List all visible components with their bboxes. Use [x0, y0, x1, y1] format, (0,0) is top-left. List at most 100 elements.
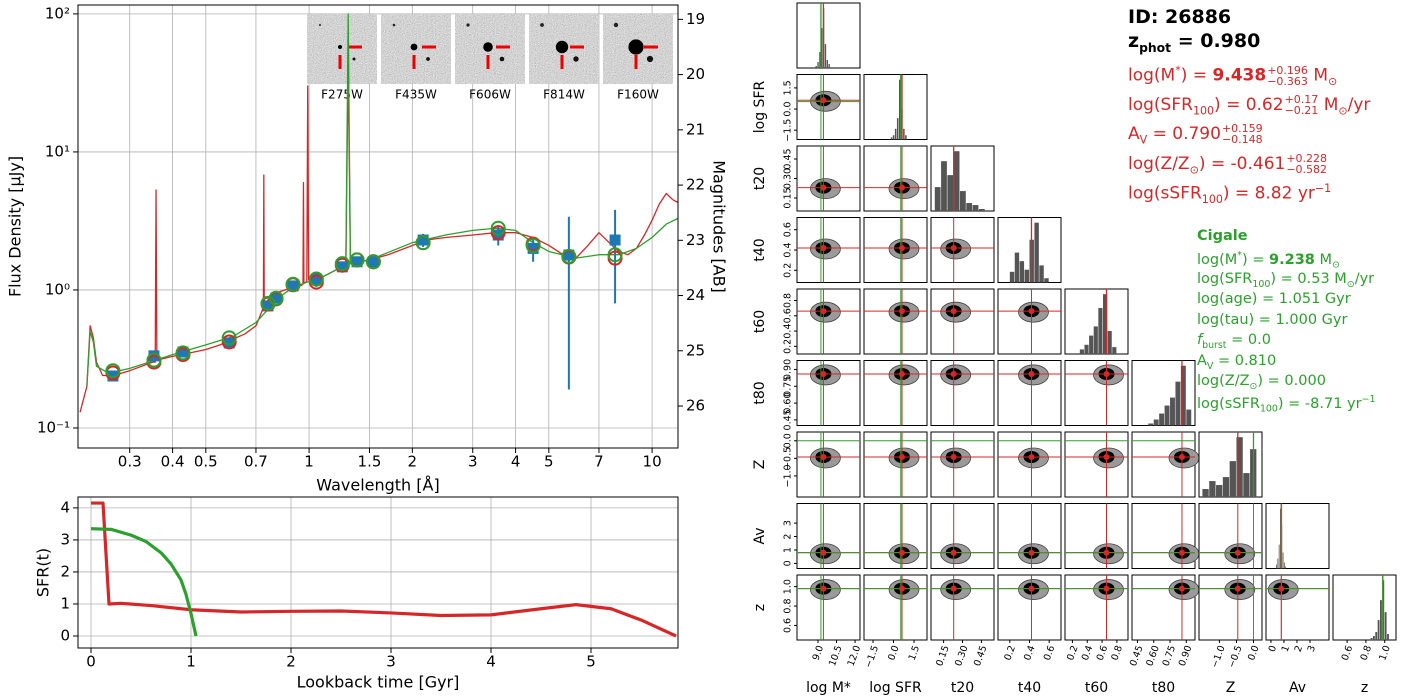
- x-tick-label: 2: [1293, 644, 1305, 653]
- text-run: = 0.810: [1213, 352, 1277, 369]
- model-point: [285, 276, 301, 292]
- model-point: [146, 352, 162, 368]
- text-run: /yr: [1347, 94, 1371, 115]
- x-tick-label: 10.5: [827, 644, 845, 668]
- subscript: burst: [1202, 339, 1227, 351]
- corner-panel: [997, 503, 1062, 569]
- text-run: ) = 0.000: [1257, 373, 1326, 389]
- text-run: log(sSFR: [1197, 395, 1260, 412]
- best-fit-point: [898, 585, 905, 592]
- x-tick-label: 12.0: [846, 644, 864, 668]
- best-fit-point: [820, 585, 827, 592]
- corner-panel: [863, 145, 928, 212]
- corner-panel: [796, 431, 861, 498]
- best-fit-point: [950, 549, 957, 556]
- corner-panel: [1131, 360, 1196, 426]
- histogram-bar: [1112, 347, 1117, 354]
- text-run: log(sSFR: [1128, 183, 1202, 204]
- corner-panel: [930, 360, 995, 426]
- y-tick-label: 0.15: [783, 187, 794, 208]
- text-run: = 0.0: [1226, 332, 1271, 348]
- x-axis-label: Wavelength [Å]: [316, 476, 439, 495]
- subscript: ⊙: [1338, 103, 1348, 117]
- text-run: log(Z/Z: [1197, 373, 1250, 389]
- thumbnail-image: [306, 13, 378, 85]
- observed-point: [177, 346, 189, 358]
- best-fit-result: log(Z/Z⊙) = -0.461 +0.228 −0.582: [1128, 153, 1327, 176]
- filter-thumbnail: F160W: [602, 13, 674, 102]
- model-point: [334, 256, 350, 272]
- histogram-bar: [819, 52, 821, 68]
- y-tick-label: 2: [783, 534, 794, 540]
- text-run: log(M: [1128, 65, 1176, 86]
- observed-point: [336, 261, 348, 273]
- upper-error: +0.159: [1221, 122, 1263, 135]
- x-tick-label: 0.45: [972, 644, 990, 668]
- best-fit-point: [820, 97, 827, 104]
- corner-panel: [863, 503, 928, 569]
- lower-error: −0.148: [1221, 133, 1263, 146]
- x-tick-label: 3: [1306, 644, 1318, 653]
- x-tick-label: 3: [386, 653, 396, 671]
- cigale-result: log(M*) = 9.238 M⊙: [1197, 250, 1340, 271]
- x-tick-label: 0.2: [1002, 644, 1018, 662]
- corner-panel: [1198, 574, 1263, 641]
- superscript: −1: [1314, 182, 1332, 195]
- observed-point: [609, 234, 621, 246]
- y-tick-label: 0.75: [783, 376, 794, 397]
- y-tick-label: −1.0: [783, 464, 794, 487]
- y-tick-label: 0.2: [783, 339, 794, 354]
- series-line: [79, 61, 678, 413]
- cigale-result: log(age) = 1.051 Gyr: [1197, 291, 1351, 307]
- corner-panel: [997, 360, 1062, 426]
- histogram-bar: [1276, 564, 1277, 569]
- y2-tick-label: 25: [686, 341, 705, 359]
- x-tick-label: −0.5: [1226, 644, 1244, 669]
- best-fit-point: [1028, 585, 1035, 592]
- model-point: [365, 254, 381, 270]
- thumbnail-label: F814W: [543, 88, 585, 102]
- text-run: M: [1307, 65, 1329, 86]
- thumbnail-source: [573, 56, 579, 62]
- x-tick-label: 0.4: [1080, 644, 1096, 662]
- lower-error: −0.582: [1286, 162, 1328, 176]
- filter-thumbnail: F606W: [454, 13, 526, 102]
- x-tick-label: 0.15: [934, 644, 952, 668]
- uncertainty: +0.17 −0.21: [1285, 94, 1319, 116]
- corner-panel: [930, 503, 995, 569]
- photometric-redshift: zphot = 0.980: [1128, 30, 1260, 55]
- x-tick-label: −1.5: [863, 644, 881, 669]
- histogram-bar: [1377, 620, 1380, 640]
- panel-frame: [796, 2, 861, 69]
- subscript: V: [1139, 133, 1148, 147]
- x-tick-label: 0.60: [1144, 644, 1162, 668]
- y-tick-label: 1: [60, 594, 70, 612]
- histogram-bar: [1102, 294, 1108, 354]
- cigale-result: log(SFR100) = 0.53 M⊙/yr: [1197, 271, 1374, 290]
- histogram-bar: [1278, 544, 1280, 569]
- histogram-bar: [905, 135, 907, 140]
- histogram-bar: [817, 62, 819, 68]
- corner-panel: [863, 74, 928, 140]
- observed-point: [262, 300, 274, 312]
- y2-tick-label: 26: [686, 397, 705, 415]
- histogram-bar: [972, 205, 979, 211]
- uncertainty: +0.228 −0.582: [1286, 153, 1327, 175]
- y-tick-label: 0.4: [783, 324, 794, 339]
- best-fit-point: [898, 549, 905, 556]
- histogram-bar: [1243, 473, 1250, 497]
- x-tick-label: 0.6: [1340, 644, 1356, 662]
- thumbnail-source: [392, 23, 396, 27]
- corner-panel: [796, 217, 861, 283]
- y-tick-label: 0.4: [783, 242, 794, 257]
- y-tick-label: 4: [60, 498, 70, 516]
- histogram-bar: [1280, 508, 1281, 569]
- lower-error: −0.21: [1284, 103, 1319, 117]
- x-axis-label: Lookback time [Gyr]: [297, 673, 460, 692]
- best-fit-point: [1103, 549, 1110, 556]
- y-axis-label: log SFR: [752, 81, 768, 134]
- x-tick-label: 0: [1267, 644, 1279, 653]
- y-tick-label: 10¹: [45, 142, 70, 160]
- x-axis-label: t20: [951, 680, 974, 696]
